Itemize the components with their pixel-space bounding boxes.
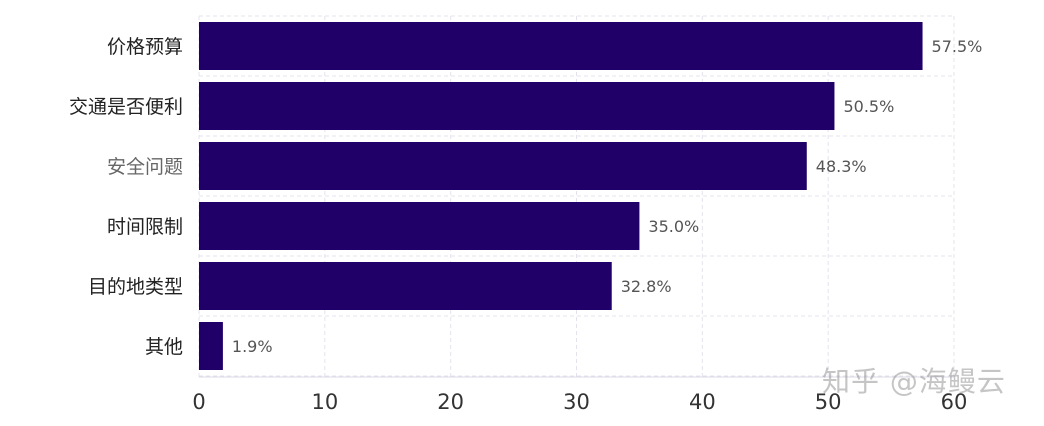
value-label-4: 32.8%: [621, 277, 672, 296]
value-label-3: 35.0%: [648, 217, 699, 236]
x-tick-label-5: 50: [815, 390, 842, 414]
x-tick-label-2: 20: [437, 390, 464, 414]
category-label-5: 其他: [145, 336, 183, 358]
grid-lines: [198, 15, 955, 377]
value-label-2: 48.3%: [816, 157, 867, 176]
category-label-3: 时间限制: [107, 216, 183, 238]
watermark-text: 知乎 @海鳗云: [822, 365, 1006, 398]
category-label-1: 交通是否便利: [69, 96, 183, 118]
bar-3: [199, 202, 640, 250]
bar-4: [199, 262, 612, 310]
category-label-0: 价格预算: [107, 36, 183, 58]
x-tick-label-4: 40: [689, 390, 716, 414]
bar-2: [199, 142, 807, 190]
x-tick-label-3: 30: [563, 390, 590, 414]
bar-1: [199, 82, 835, 130]
x-tick-label-0: 0: [192, 390, 205, 414]
bar-0: [199, 22, 923, 70]
x-tick-label-6: 60: [941, 390, 968, 414]
category-label-4: 目的地类型: [88, 276, 183, 298]
value-label-5: 1.9%: [232, 337, 273, 356]
x-tick-label-1: 10: [311, 390, 338, 414]
value-label-0: 57.5%: [932, 37, 983, 56]
bar-5: [199, 322, 223, 370]
value-label-1: 50.5%: [843, 97, 894, 116]
category-label-2: 安全问题: [107, 156, 183, 178]
